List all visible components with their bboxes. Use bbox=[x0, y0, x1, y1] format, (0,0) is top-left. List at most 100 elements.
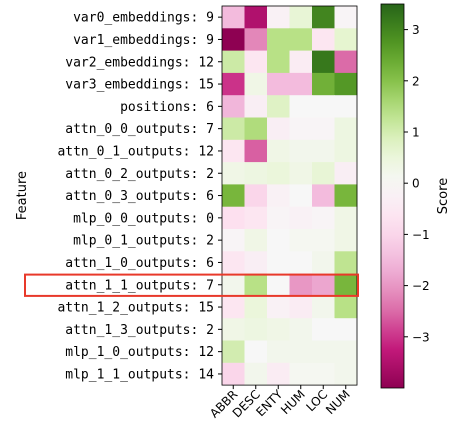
heatmap-cell bbox=[334, 318, 358, 341]
colorbar-title: Score bbox=[436, 178, 451, 214]
heatmap-cell bbox=[334, 72, 358, 96]
heatmap-cell bbox=[222, 117, 245, 141]
heatmap-cell bbox=[289, 340, 313, 364]
heatmap-cell bbox=[244, 184, 268, 208]
row-label: positions: 6 bbox=[120, 100, 214, 115]
heatmap-cell bbox=[334, 273, 358, 297]
heatmap-cell bbox=[289, 229, 313, 252]
heatmap-cell bbox=[267, 273, 290, 297]
colorbar-gradient bbox=[380, 3, 405, 389]
heatmap-cell bbox=[312, 28, 335, 51]
row-label: attn_0_2_outputs: 2 bbox=[65, 167, 214, 182]
heatmap-cell bbox=[289, 295, 313, 319]
heatmap-cell bbox=[312, 295, 335, 319]
column-label: HUM bbox=[278, 387, 308, 417]
heatmap-cell bbox=[267, 28, 290, 51]
heatmap-cell bbox=[267, 340, 290, 364]
row-label: attn_1_2_outputs: 15 bbox=[57, 301, 214, 316]
heatmap-cell bbox=[244, 229, 268, 252]
heatmap-cell bbox=[289, 362, 313, 386]
heatmap-cell bbox=[312, 162, 335, 185]
heatmap-cell bbox=[334, 229, 358, 252]
heatmap-cell bbox=[334, 251, 358, 274]
row-label: mlp_0_0_outputs: 0 bbox=[73, 211, 214, 226]
row-label: attn_1_0_outputs: 6 bbox=[65, 256, 214, 271]
heatmap-cell bbox=[244, 362, 268, 386]
heatmap-cell bbox=[334, 28, 358, 51]
heatmap-cell bbox=[267, 295, 290, 319]
y-axis-title: Feature bbox=[15, 171, 30, 220]
heatmap-cell bbox=[289, 318, 313, 341]
heatmap-cell bbox=[222, 295, 245, 319]
heatmap-cell bbox=[267, 251, 290, 274]
highlight-rect bbox=[24, 273, 359, 297]
heatmap-cell bbox=[222, 318, 245, 341]
heatmap-cell bbox=[222, 273, 245, 297]
heatmap-cell bbox=[289, 162, 313, 185]
row-label: var1_embeddings: 9 bbox=[73, 33, 214, 48]
heatmap-cell bbox=[267, 318, 290, 341]
heatmap-cell bbox=[222, 340, 245, 364]
heatmap-cell bbox=[289, 206, 313, 230]
heatmap-cell bbox=[267, 95, 290, 118]
heatmap-cell bbox=[267, 229, 290, 252]
heatmap-cell bbox=[289, 6, 313, 29]
heatmap-cell bbox=[267, 362, 290, 386]
column-label: NUM bbox=[323, 387, 353, 417]
row-label: var2_embeddings: 12 bbox=[65, 55, 214, 70]
colorbar-tick-label: 2 bbox=[412, 74, 420, 88]
heatmap-cell bbox=[312, 6, 335, 29]
heatmap-cell bbox=[267, 139, 290, 163]
heatmap-cell bbox=[244, 340, 268, 364]
heatmap-cell bbox=[289, 28, 313, 51]
row-label: attn_0_0_outputs: 7 bbox=[65, 122, 214, 137]
heatmap-cell bbox=[312, 95, 335, 118]
heatmap-cell bbox=[312, 318, 335, 341]
heatmap-cell bbox=[267, 206, 290, 230]
colorbar-tick-label: −2 bbox=[412, 279, 430, 293]
heatmap-cell bbox=[334, 340, 358, 364]
heatmap-cell bbox=[334, 295, 358, 319]
row-label: attn_0_1_outputs: 12 bbox=[57, 144, 214, 159]
heatmap-cell bbox=[312, 362, 335, 386]
heatmap-cell bbox=[334, 50, 358, 74]
heatmap-cell bbox=[267, 6, 290, 29]
colorbar-tick-label: 3 bbox=[412, 23, 420, 37]
row-label: mlp_1_0_outputs: 12 bbox=[65, 345, 214, 360]
heatmap-cell bbox=[334, 162, 358, 185]
heatmap-cell bbox=[312, 251, 335, 274]
heatmap-cell bbox=[289, 184, 313, 208]
heatmap-cell bbox=[334, 95, 358, 118]
colorbar-tick-label: −1 bbox=[412, 228, 430, 242]
heatmap-cell bbox=[244, 273, 268, 297]
colorbar-tick-label: 0 bbox=[412, 177, 420, 191]
heatmap-cell bbox=[334, 6, 358, 29]
row-label: mlp_0_1_outputs: 2 bbox=[73, 234, 214, 249]
heatmap-cell bbox=[222, 95, 245, 118]
heatmap-cell bbox=[222, 162, 245, 185]
heatmap-cell bbox=[312, 50, 335, 74]
heatmap-cell bbox=[222, 50, 245, 74]
heatmap-cells bbox=[221, 5, 358, 386]
heatmap-cell bbox=[222, 362, 245, 386]
row-label: var0_embeddings: 9 bbox=[73, 11, 214, 26]
heatmap-cell bbox=[267, 50, 290, 74]
heatmap-cell bbox=[334, 362, 358, 386]
heatmap-cell bbox=[312, 340, 335, 364]
heatmap-cell bbox=[244, 50, 268, 74]
heatmap-cell bbox=[267, 184, 290, 208]
heatmap-cell bbox=[289, 117, 313, 141]
heatmap-cell bbox=[244, 318, 268, 341]
heatmap-cell bbox=[222, 229, 245, 252]
heatmap-cell bbox=[222, 184, 245, 208]
heatmap-cell bbox=[267, 117, 290, 141]
heatmap-cell bbox=[244, 295, 268, 319]
row-label: mlp_1_1_outputs: 14 bbox=[65, 367, 214, 382]
heatmap-cell bbox=[289, 50, 313, 74]
row-label: var3_embeddings: 15 bbox=[65, 78, 214, 93]
heatmap-cell bbox=[289, 95, 313, 118]
heatmap-cell bbox=[222, 206, 245, 230]
heatmap-cell bbox=[222, 6, 245, 29]
